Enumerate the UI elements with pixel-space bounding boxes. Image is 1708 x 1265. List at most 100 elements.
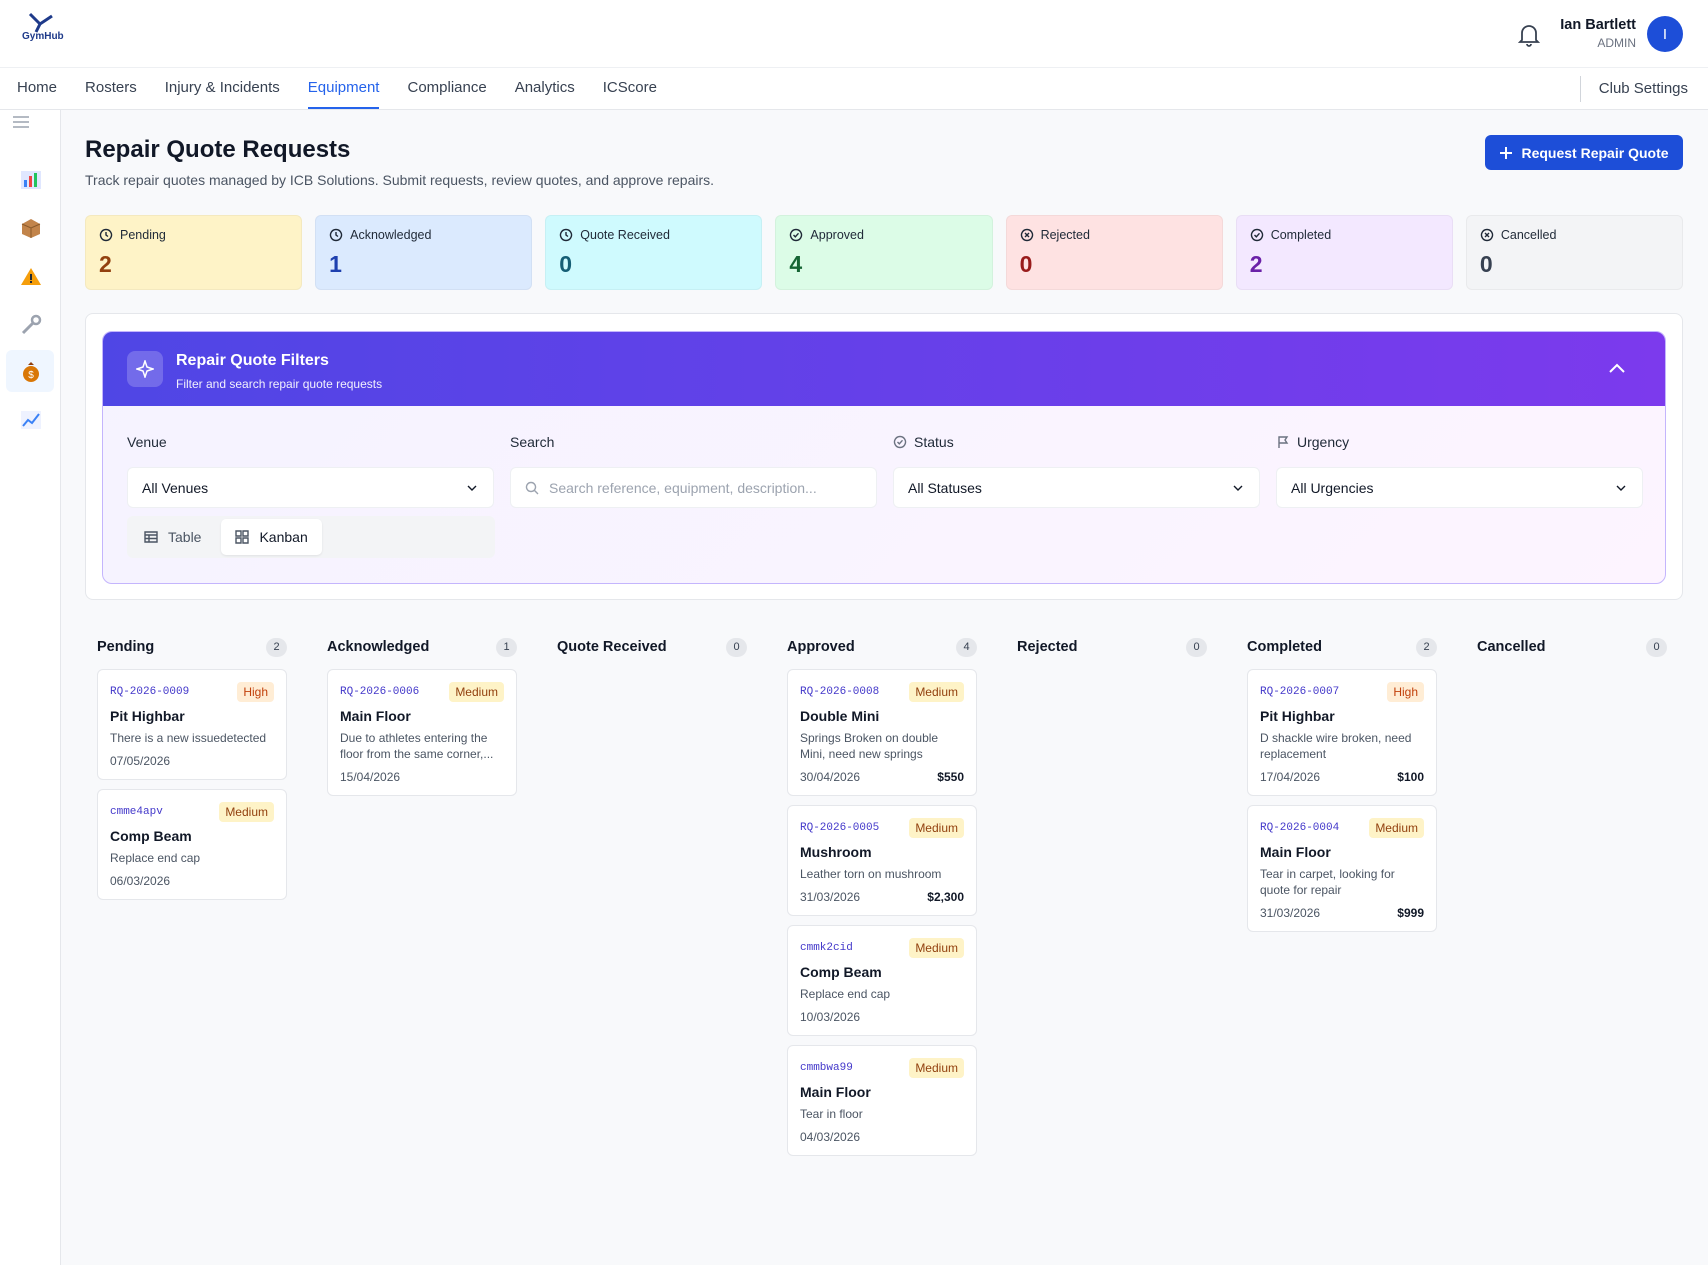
- nav-item[interactable]: Injury & Incidents: [164, 79, 280, 96]
- nav-icon-dashboard[interactable]: [19, 168, 43, 192]
- card-date: 30/04/2026: [800, 770, 861, 784]
- search-input[interactable]: Search reference, equipment, description…: [510, 467, 877, 508]
- urgency-badge: Medium: [219, 802, 274, 822]
- sidebar: $: [0, 110, 61, 1265]
- stat-card[interactable]: Quote Received 0: [545, 215, 763, 290]
- column-header: Cancelled 0: [1477, 636, 1667, 658]
- card-date: 31/03/2026: [800, 890, 861, 904]
- quote-card[interactable]: cmme4apv Medium Comp Beam Replace end cap 06…: [97, 789, 287, 900]
- quote-card[interactable]: RQ-2026-0004 Medium Main Floor Tear in carp…: [1247, 805, 1437, 932]
- view-icon: [235, 530, 250, 544]
- chevron: [465, 481, 479, 495]
- quote-card[interactable]: cmmbwa99 Medium Main Floor Tear in floor 04/…: [787, 1045, 977, 1156]
- stat-label-row: Completed: [1250, 228, 1439, 242]
- urgency-badge: High: [1387, 682, 1424, 702]
- chevron: [1231, 481, 1245, 495]
- stat-card[interactable]: Approved 4: [775, 215, 993, 290]
- nav-item[interactable]: Equipment: [307, 68, 380, 109]
- card-title: Comp Beam: [800, 964, 882, 980]
- view-button[interactable]: Table: [130, 519, 215, 555]
- nav-icon-analytics[interactable]: [19, 408, 43, 432]
- urgency-badge: Medium: [1369, 818, 1424, 838]
- column-count: 1: [496, 637, 517, 657]
- select-input[interactable]: All Venues: [127, 467, 494, 508]
- quote-card[interactable]: RQ-2026-0009 High Pit Highbar There is a ne…: [97, 669, 287, 780]
- nav-icon-quotes[interactable]: $: [19, 360, 43, 384]
- menu-toggle[interactable]: [12, 115, 30, 129]
- stat-label: Rejected: [1040, 228, 1090, 242]
- card-description: There is a new issuedetected: [110, 731, 267, 745]
- filter-field: Status All Statuses: [893, 432, 1260, 508]
- nav-bar: Home Rosters Injury & Incidents Equipment Co…: [0, 68, 1708, 110]
- stat-label-row: Acknowledged: [329, 228, 518, 242]
- kanban-column: Rejected 0: [1017, 636, 1207, 1165]
- card-ref: RQ-2026-0004: [1260, 822, 1340, 834]
- stat-label: Approved: [810, 228, 864, 242]
- quote-card[interactable]: RQ-2026-0006 Medium Main Floor Due to athle…: [327, 669, 517, 796]
- card-footer: 15/04/2026: [340, 770, 504, 784]
- card-description: D shackle wire broken, need replacement: [1260, 731, 1412, 761]
- card-cost: $999: [1397, 906, 1424, 920]
- nav-icon-inventory[interactable]: [19, 216, 43, 240]
- nav-item[interactable]: Compliance: [407, 79, 487, 96]
- stat-icon: [1480, 228, 1494, 242]
- card-date: 17/04/2026: [1260, 770, 1321, 784]
- club-settings[interactable]: Club Settings: [1598, 80, 1688, 97]
- card-date: 10/03/2026: [800, 1010, 861, 1024]
- quote-card[interactable]: RQ-2026-0005 Medium Mushroom Leather torn o…: [787, 805, 977, 916]
- nav-item[interactable]: Analytics: [514, 79, 575, 96]
- stat-card[interactable]: Acknowledged 1: [315, 215, 533, 290]
- urgency-badge: Medium: [909, 938, 964, 958]
- filter-label-text: Search: [510, 434, 555, 450]
- stat-label-row: Approved: [789, 228, 978, 242]
- stat-card[interactable]: Completed 2: [1235, 215, 1453, 290]
- request-quote-button[interactable]: Request Repair Quote: [1485, 135, 1683, 170]
- stat-card[interactable]: Cancelled 0: [1465, 215, 1683, 290]
- column-count: 4: [956, 637, 977, 657]
- card-description: Due to athletes entering the floor from …: [340, 731, 494, 761]
- quote-card[interactable]: RQ-2026-0008 Medium Double Mini Springs Bro…: [787, 669, 977, 796]
- select-input[interactable]: All Urgencies: [1276, 467, 1643, 508]
- quote-card[interactable]: RQ-2026-0007 High Pit Highbar D shackle wir…: [1247, 669, 1437, 796]
- select-input[interactable]: All Statuses: [893, 467, 1260, 508]
- stat-label: Pending: [120, 228, 166, 242]
- stat-card[interactable]: Pending 2: [85, 215, 303, 290]
- stat-label-row: Quote Received: [559, 228, 748, 242]
- filter-label-text: Venue: [127, 434, 167, 450]
- nav-divider: [1580, 76, 1581, 102]
- nav-icon-equipment[interactable]: [19, 313, 43, 337]
- card-title: Pit Highbar: [110, 708, 185, 724]
- urgency-badge: Medium: [449, 682, 504, 702]
- stat-value: 0: [559, 251, 573, 277]
- filter-title: Repair Quote Filters: [176, 352, 329, 369]
- card-date: 07/05/2026: [110, 754, 171, 768]
- nav-icon-incidents[interactable]: [19, 265, 43, 289]
- card-footer: 30/04/2026 $550: [800, 770, 964, 784]
- stat-label: Completed: [1270, 228, 1332, 242]
- card-footer: 17/04/2026 $100: [1260, 770, 1424, 784]
- stat-value: 0: [1479, 251, 1493, 277]
- user-info[interactable]: Ian Bartlett ADMIN: [1560, 17, 1636, 50]
- stat-icon: [789, 228, 803, 242]
- column-count: 0: [1646, 637, 1667, 657]
- urgency-badge: Medium: [909, 682, 964, 702]
- collapse-toggle[interactable]: [1609, 363, 1625, 373]
- filter-fields: Venue All Venues Search Search reference, e…: [127, 432, 1643, 508]
- column-name: Rejected: [1017, 639, 1078, 655]
- column-header: Completed 2: [1247, 636, 1437, 658]
- logo[interactable]: GymHub: [20, 12, 68, 48]
- card-footer: 07/05/2026: [110, 754, 274, 768]
- card-title: Double Mini: [800, 708, 880, 724]
- column-header: Acknowledged 1: [327, 636, 517, 658]
- stat-card[interactable]: Rejected 0: [1005, 215, 1223, 290]
- quote-card[interactable]: cmmk2cid Medium Comp Beam Replace end cap 10…: [787, 925, 977, 1036]
- notification-bell[interactable]: [1518, 23, 1540, 47]
- view-button[interactable]: Kanban: [221, 519, 322, 555]
- nav-item[interactable]: Home: [17, 79, 58, 96]
- card-date: 06/03/2026: [110, 874, 171, 888]
- avatar[interactable]: I: [1647, 16, 1683, 52]
- stat-value: 2: [99, 251, 112, 277]
- nav-item[interactable]: Rosters: [85, 79, 137, 96]
- nav-item[interactable]: ICScore: [602, 79, 657, 96]
